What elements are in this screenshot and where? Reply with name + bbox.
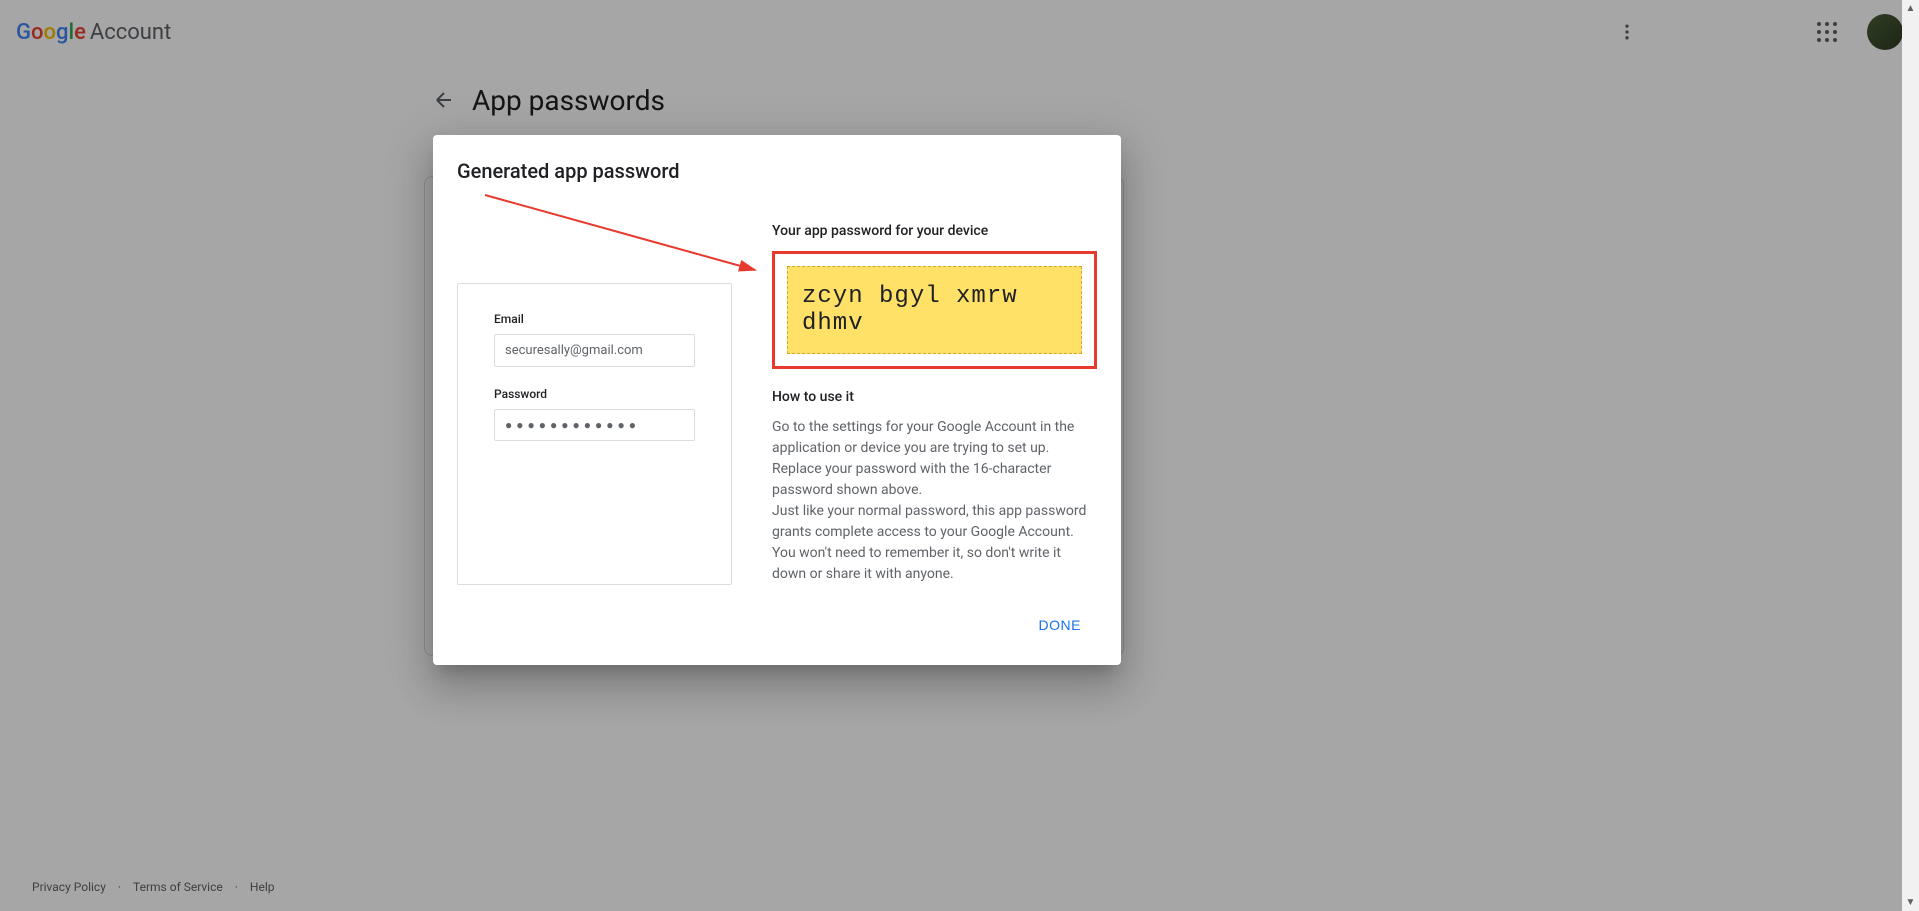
device-password-label: Your app password for your device <box>772 223 1097 239</box>
instructions-p2: Just like your normal password, this app… <box>772 501 1097 585</box>
app-password-modal: Generated app password Email securesally… <box>433 135 1121 665</box>
done-button[interactable]: DONE <box>1023 609 1097 641</box>
password-label: Password <box>494 387 695 401</box>
modal-title: Generated app password <box>457 159 1097 183</box>
scrollbar[interactable]: ▲ ▼ <box>1902 0 1919 911</box>
password-highlight-box: zcyn bgyl xmrw dhmv <box>772 251 1097 369</box>
modal-body: Email securesally@gmail.com Password ●●●… <box>457 223 1097 585</box>
generated-password[interactable]: zcyn bgyl xmrw dhmv <box>787 266 1082 354</box>
password-value: ●●●●●●●●●●●● <box>494 409 695 441</box>
example-login-card: Email securesally@gmail.com Password ●●●… <box>457 283 732 585</box>
email-value: securesally@gmail.com <box>494 334 695 367</box>
how-to-label: How to use it <box>772 389 1097 405</box>
instructions-p1: Go to the settings for your Google Accou… <box>772 417 1097 501</box>
email-label: Email <box>494 312 695 326</box>
scrollbar-up-arrow-icon[interactable]: ▲ <box>1902 0 1919 17</box>
scrollbar-down-arrow-icon[interactable]: ▼ <box>1902 894 1919 911</box>
modal-footer: DONE <box>457 609 1097 641</box>
modal-right-column: Your app password for your device zcyn b… <box>772 223 1097 585</box>
